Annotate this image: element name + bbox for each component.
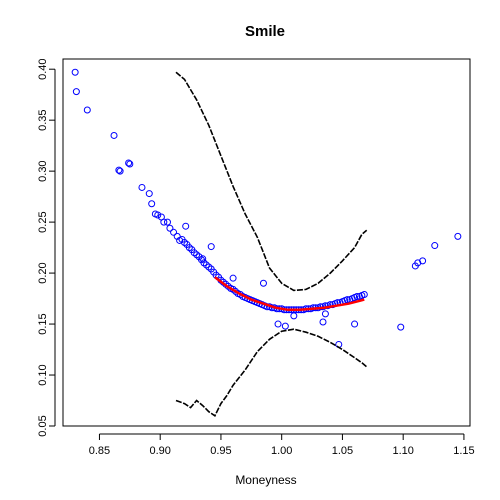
data-point: [351, 320, 359, 328]
data-point: [353, 293, 361, 301]
data-point: [281, 322, 289, 330]
x-tick-label: 0.90: [149, 445, 170, 457]
data-point: [126, 160, 134, 168]
y-tick-label: 0.15: [37, 313, 49, 334]
y-tick-label: 0.20: [37, 262, 49, 283]
x-tick-label: 1.05: [332, 445, 353, 457]
data-point: [229, 274, 237, 282]
data-point: [148, 200, 156, 208]
data-point: [199, 255, 207, 263]
data-point: [166, 224, 174, 232]
data-point: [154, 211, 162, 219]
data-point: [125, 159, 133, 167]
fit-line: [214, 276, 365, 312]
x-tick-label: 0.95: [210, 445, 231, 457]
data-point: [138, 183, 146, 191]
data-point: [110, 131, 118, 139]
upper-band-line: [175, 71, 368, 292]
data-point: [207, 243, 215, 251]
data-point: [163, 218, 171, 226]
plot-frame: [62, 58, 471, 427]
y-tick-label: 0.10: [37, 364, 49, 385]
y-tick-label: 0.05: [37, 415, 49, 436]
chart-title: Smile: [245, 23, 285, 40]
data-point: [431, 242, 439, 250]
data-point: [170, 228, 178, 236]
y-tick-label: 0.40: [37, 58, 49, 79]
x-axis: 0.85 0.90 0.95 1.00 1.05 1.10 1.15: [89, 433, 475, 457]
y-axis: 0.05 0.10 0.15 0.20 0.25 0.30 0.35 0.40: [37, 58, 56, 437]
x-tick-label: 1.10: [392, 445, 413, 457]
data-point: [343, 296, 351, 304]
data-point: [290, 312, 298, 320]
data-point: [419, 257, 427, 265]
data-point: [259, 279, 267, 287]
data-point: [182, 222, 190, 230]
y-tick-label: 0.25: [37, 211, 49, 232]
data-point: [72, 88, 80, 96]
data-point: [454, 232, 462, 240]
x-tick-label: 1.15: [453, 445, 474, 457]
data-point: [397, 323, 405, 331]
y-tick-label: 0.30: [37, 160, 49, 181]
x-axis-label: Moneyness: [235, 473, 296, 487]
lower-band-line: [175, 328, 368, 417]
data-point: [274, 320, 282, 328]
data-point: [145, 190, 153, 198]
data-point: [116, 167, 124, 175]
y-tick-label: 0.35: [37, 109, 49, 130]
x-tick-label: 1.00: [271, 445, 292, 457]
data-point: [319, 318, 327, 326]
data-point: [115, 166, 123, 174]
data-point: [160, 218, 168, 226]
data-point: [321, 310, 329, 318]
data-point: [83, 106, 91, 114]
data-point: [360, 290, 368, 298]
plot-area: [71, 68, 462, 417]
data-point: [71, 68, 79, 76]
x-tick-label: 0.85: [89, 445, 110, 457]
